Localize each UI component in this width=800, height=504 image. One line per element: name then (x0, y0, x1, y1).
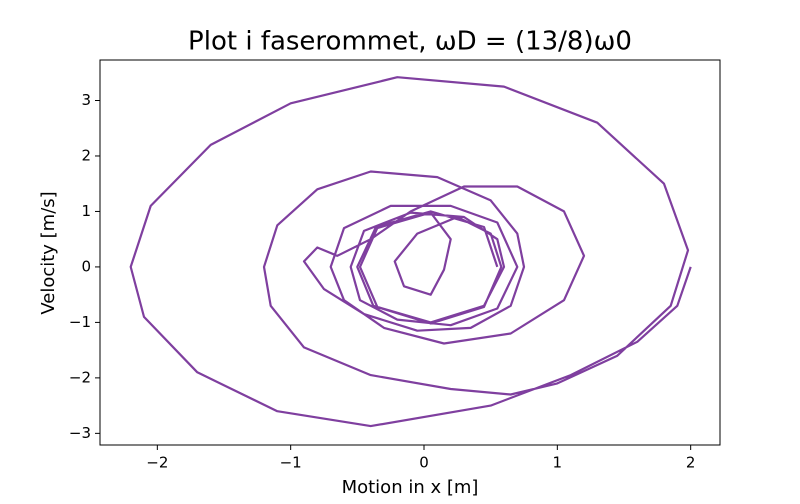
y-tick-label: 3 (81, 91, 91, 109)
chart-title: Plot i faserommet, ωD = (13/8)ω0 (188, 27, 632, 57)
y-tick-label: 0 (81, 257, 91, 275)
x-tick-label: 2 (686, 454, 696, 472)
y-tick-label: 1 (81, 202, 91, 220)
x-tick-label: 0 (419, 454, 429, 472)
plot-frame (99, 59, 721, 446)
x-tick-label: 1 (553, 454, 563, 472)
x-tick-label: −1 (280, 454, 302, 472)
y-tick-label: −2 (69, 368, 91, 386)
y-tick-label: 2 (81, 146, 91, 164)
x-axis-label: Motion in x [m] (342, 477, 479, 498)
phase-curve (129, 76, 692, 428)
y-tick-label: −1 (69, 313, 91, 331)
y-tick-label: −3 (69, 424, 91, 442)
x-tick-label: −2 (146, 454, 168, 472)
y-axis-label: Velocity [m/s] (38, 191, 59, 314)
